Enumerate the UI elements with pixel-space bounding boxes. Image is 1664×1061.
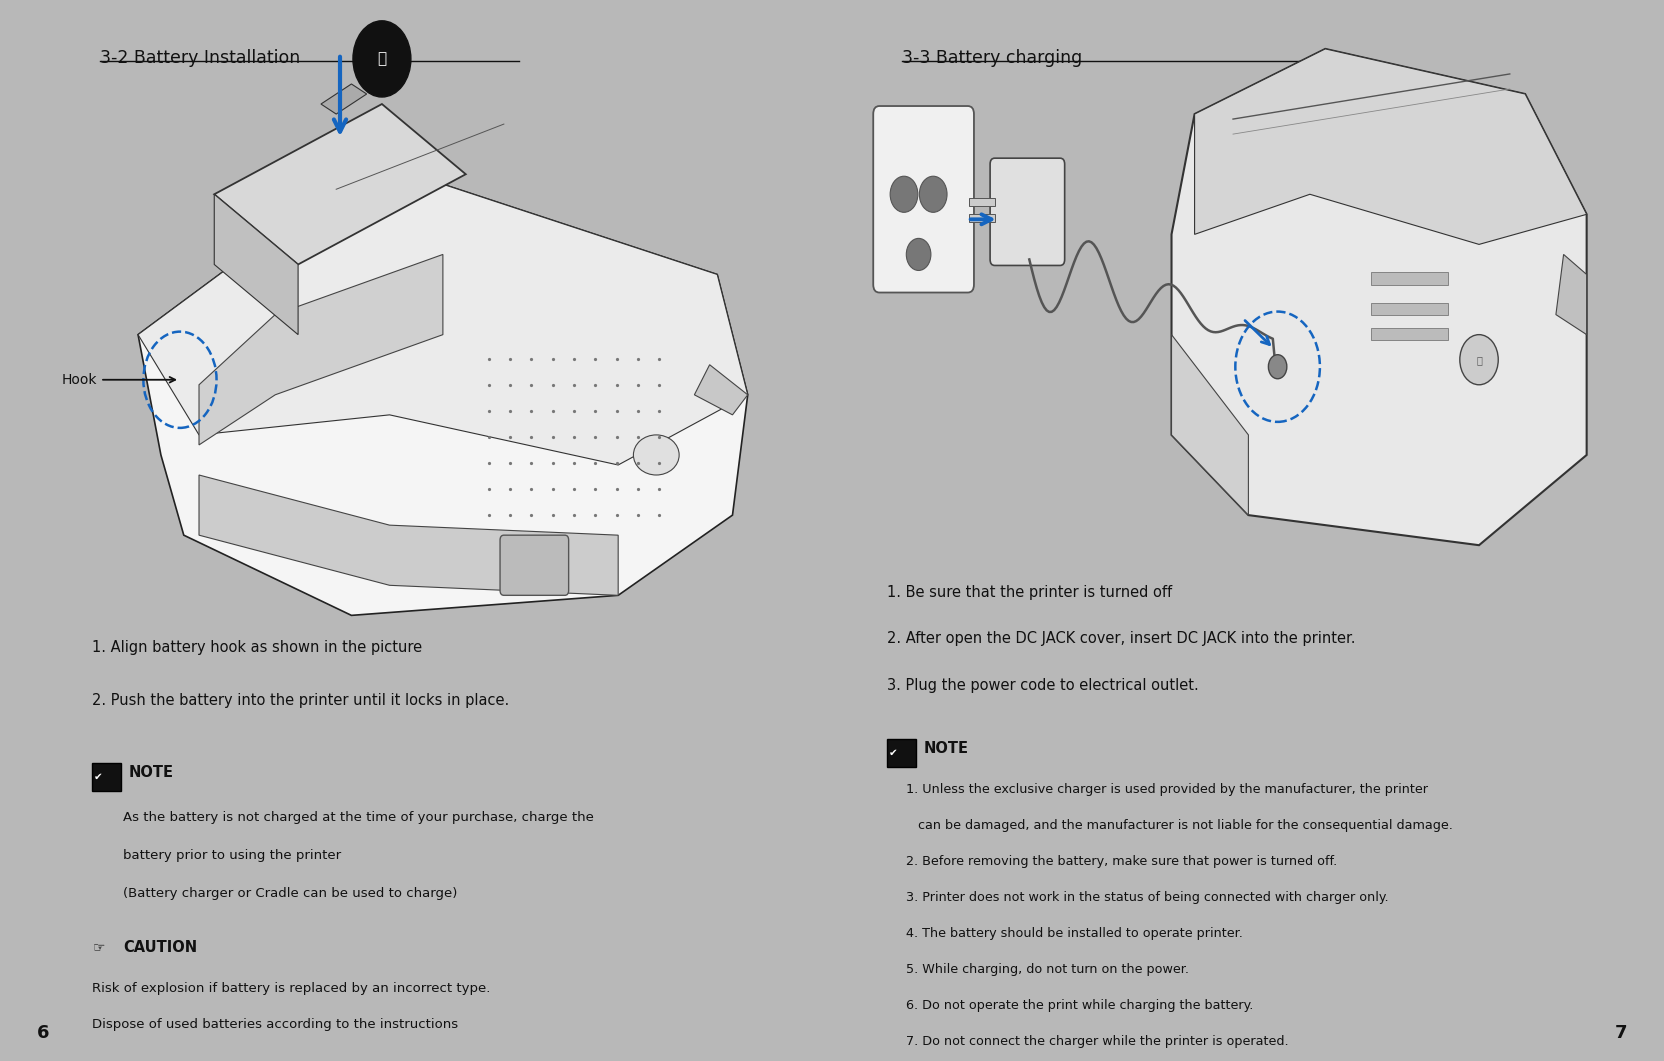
Text: ✔: ✔ bbox=[889, 748, 897, 758]
Text: 2. Before removing the battery, make sure that power is turned off.: 2. Before removing the battery, make sur… bbox=[907, 855, 1338, 868]
Polygon shape bbox=[138, 185, 747, 465]
Circle shape bbox=[1459, 334, 1498, 385]
Circle shape bbox=[1268, 354, 1286, 379]
Polygon shape bbox=[200, 475, 619, 595]
Bar bbox=[1371, 273, 1448, 284]
FancyBboxPatch shape bbox=[874, 106, 973, 293]
Polygon shape bbox=[1556, 255, 1587, 334]
Text: 7. Do not connect the charger while the printer is operated.: 7. Do not connect the charger while the … bbox=[907, 1036, 1290, 1048]
Text: CAUTION: CAUTION bbox=[123, 940, 196, 955]
Text: 1. Align battery hook as shown in the picture: 1. Align battery hook as shown in the pi… bbox=[92, 641, 423, 656]
Text: 2. After open the DC JACK cover, insert DC JACK into the printer.: 2. After open the DC JACK cover, insert … bbox=[887, 631, 1356, 646]
Text: 6: 6 bbox=[37, 1024, 50, 1042]
Text: 6. Do not operate the print while charging the battery.: 6. Do not operate the print while chargi… bbox=[907, 999, 1253, 1012]
Polygon shape bbox=[215, 104, 466, 264]
Bar bbox=[968, 214, 995, 223]
Polygon shape bbox=[215, 194, 298, 334]
Text: 7: 7 bbox=[1614, 1024, 1627, 1042]
Circle shape bbox=[890, 176, 919, 212]
Text: As the battery is not charged at the time of your purchase, charge the: As the battery is not charged at the tim… bbox=[123, 811, 594, 824]
Ellipse shape bbox=[634, 435, 679, 475]
Text: 3. Printer does not work in the status of being connected with charger only.: 3. Printer does not work in the status o… bbox=[907, 891, 1389, 904]
Text: NOTE: NOTE bbox=[924, 741, 968, 755]
Circle shape bbox=[353, 21, 411, 97]
Text: ☞: ☞ bbox=[92, 940, 105, 954]
Circle shape bbox=[920, 176, 947, 212]
FancyBboxPatch shape bbox=[887, 738, 917, 767]
Polygon shape bbox=[1171, 49, 1587, 545]
Text: Hook: Hook bbox=[62, 372, 175, 387]
Bar bbox=[968, 198, 995, 206]
Text: 3-3 Battery charging: 3-3 Battery charging bbox=[902, 49, 1083, 67]
Circle shape bbox=[907, 239, 930, 271]
Text: 5. While charging, do not turn on the power.: 5. While charging, do not turn on the po… bbox=[907, 963, 1190, 976]
Text: 4. The battery should be installed to operate printer.: 4. The battery should be installed to op… bbox=[907, 927, 1243, 940]
Text: ⑵: ⑵ bbox=[378, 51, 386, 67]
Polygon shape bbox=[321, 84, 366, 115]
FancyBboxPatch shape bbox=[990, 158, 1065, 265]
Bar bbox=[1371, 328, 1448, 340]
Text: 2. Push the battery into the printer until it locks in place.: 2. Push the battery into the printer unt… bbox=[92, 693, 509, 708]
Text: NOTE: NOTE bbox=[128, 765, 175, 780]
FancyBboxPatch shape bbox=[501, 535, 569, 595]
Text: 1. Unless the exclusive charger is used provided by the manufacturer, the printe: 1. Unless the exclusive charger is used … bbox=[907, 783, 1428, 796]
Text: ⏻: ⏻ bbox=[1476, 354, 1483, 365]
Text: Dispose of used batteries according to the instructions: Dispose of used batteries according to t… bbox=[92, 1019, 459, 1031]
Text: 3. Plug the power code to electrical outlet.: 3. Plug the power code to electrical out… bbox=[887, 678, 1198, 693]
Text: 1. Be sure that the printer is turned off: 1. Be sure that the printer is turned of… bbox=[887, 586, 1171, 601]
Text: 3-2 Battery Installation: 3-2 Battery Installation bbox=[100, 49, 300, 67]
Polygon shape bbox=[694, 365, 747, 415]
Text: ✔: ✔ bbox=[93, 771, 103, 782]
Polygon shape bbox=[138, 185, 747, 615]
Polygon shape bbox=[200, 255, 443, 445]
Text: (Battery charger or Cradle can be used to charge): (Battery charger or Cradle can be used t… bbox=[123, 887, 458, 900]
Bar bbox=[1371, 302, 1448, 315]
Polygon shape bbox=[1171, 334, 1248, 516]
FancyBboxPatch shape bbox=[92, 763, 121, 790]
Text: Risk of explosion if battery is replaced by an incorrect type.: Risk of explosion if battery is replaced… bbox=[92, 982, 491, 995]
Text: battery prior to using the printer: battery prior to using the printer bbox=[123, 849, 341, 862]
Polygon shape bbox=[1195, 49, 1587, 244]
Text: can be damaged, and the manufacturer is not liable for the consequential damage.: can be damaged, and the manufacturer is … bbox=[907, 819, 1453, 832]
